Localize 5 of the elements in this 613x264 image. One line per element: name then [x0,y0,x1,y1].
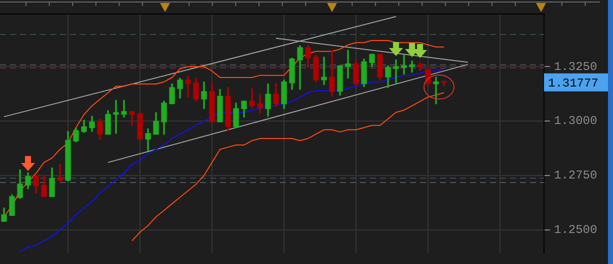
text: 1.31777 [548,76,598,91]
y-tick-label: 1.2750 [554,168,598,183]
y-tick-label: 1.2500 [554,223,598,238]
y-tick-label: 1.3250 [554,60,598,74]
y-tick-label: 1.3000 [554,114,598,128]
